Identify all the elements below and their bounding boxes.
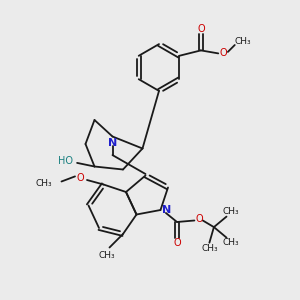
Text: O: O bbox=[220, 48, 227, 59]
Text: CH₃: CH₃ bbox=[98, 250, 115, 260]
Text: O: O bbox=[173, 238, 181, 248]
Text: N: N bbox=[162, 205, 171, 215]
Text: CH₃: CH₃ bbox=[223, 207, 240, 216]
Text: O: O bbox=[195, 214, 203, 224]
Text: CH₃: CH₃ bbox=[235, 38, 251, 46]
Text: O: O bbox=[76, 172, 84, 183]
Text: O: O bbox=[197, 24, 205, 34]
Text: HO: HO bbox=[58, 155, 73, 166]
Text: N: N bbox=[108, 137, 117, 148]
Text: CH₃: CH₃ bbox=[201, 244, 218, 253]
Text: CH₃: CH₃ bbox=[223, 238, 240, 247]
Text: CH₃: CH₃ bbox=[36, 178, 52, 188]
